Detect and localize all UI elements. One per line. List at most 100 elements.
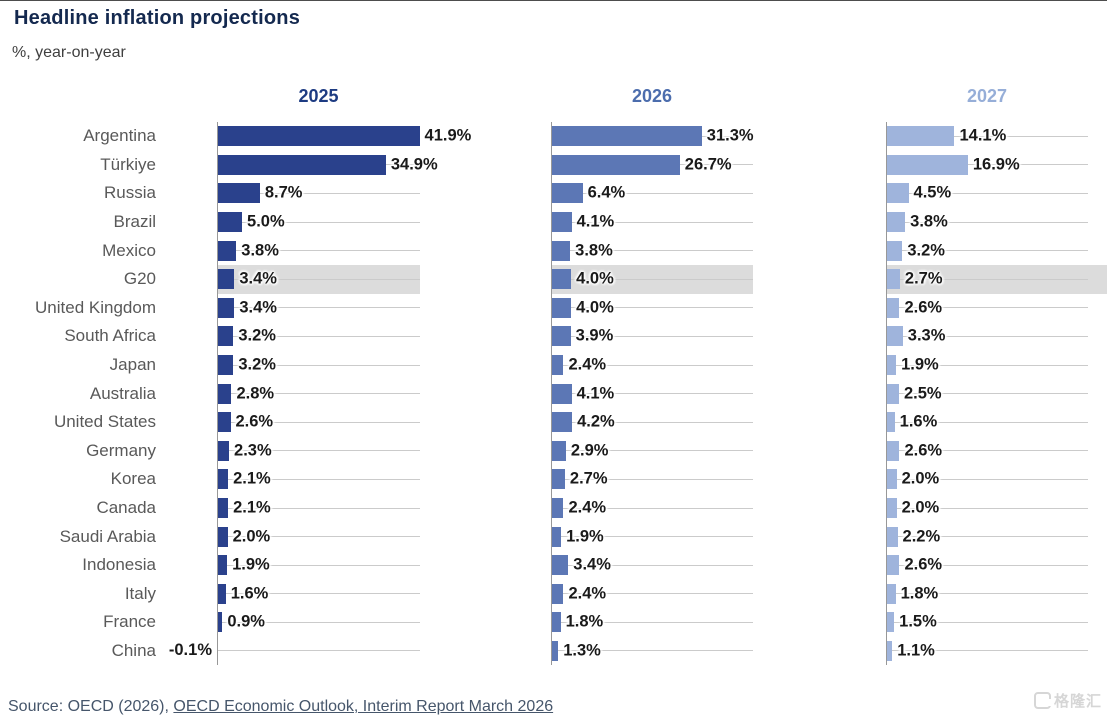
panel-2026: 1.8% bbox=[551, 608, 753, 637]
gridline bbox=[218, 593, 420, 595]
panel-2025: 3.8% bbox=[217, 236, 420, 265]
gridline bbox=[887, 421, 1088, 423]
gridline bbox=[887, 364, 1088, 366]
gridline bbox=[552, 221, 753, 223]
bar-2026 bbox=[552, 583, 564, 604]
bar-2025 bbox=[218, 383, 232, 404]
value-label: 3.8% bbox=[241, 241, 279, 260]
panel-gap bbox=[753, 351, 886, 380]
panel-gap bbox=[420, 179, 551, 208]
panel-2025: 8.7% bbox=[217, 179, 420, 208]
value-label: 2.1% bbox=[233, 498, 271, 517]
chart-row: Indonesia 1.9% 3.4% 2.6% bbox=[0, 550, 1088, 580]
source-link[interactable]: OECD Economic Outlook, Interim Report Ma… bbox=[173, 698, 554, 715]
chart-row: United States 2.6% 4.2% 1.6% bbox=[0, 407, 1088, 437]
panel-2027: 3.8% bbox=[886, 207, 1088, 237]
bar-2025 bbox=[218, 183, 260, 204]
country-label: Brazil bbox=[113, 212, 156, 232]
panel-2027: 2.0% bbox=[886, 493, 1088, 523]
column-header-2027: 2027 bbox=[966, 86, 1008, 106]
value-label: 3.2% bbox=[238, 326, 276, 345]
panel-2025: 2.1% bbox=[217, 465, 420, 494]
chart-row: Russia 8.7% 6.4% 4.5% bbox=[0, 179, 1088, 208]
country-label: South Africa bbox=[64, 326, 156, 346]
chart-row: Korea 2.1% 2.7% 2.0% bbox=[0, 465, 1088, 494]
gridline bbox=[887, 450, 1088, 452]
value-label: 2.4% bbox=[568, 498, 607, 517]
gridline bbox=[218, 450, 420, 452]
gridline bbox=[552, 478, 753, 480]
bar-2025 bbox=[218, 498, 229, 519]
country-label: Germany bbox=[86, 440, 156, 460]
negative-value-slot: -0.1% bbox=[157, 637, 217, 666]
panel-gap bbox=[420, 208, 551, 237]
chart-row: Türkiye 34.9% 26.7% 16.9% bbox=[0, 150, 1088, 180]
negative-value-slot bbox=[157, 351, 217, 380]
source-prefix: Source: OECD (2026), bbox=[8, 698, 174, 715]
bar-2027 bbox=[887, 412, 895, 433]
panel-2026: 2.4% bbox=[551, 350, 753, 380]
bar-2025 bbox=[218, 555, 228, 576]
panel-gap bbox=[420, 637, 551, 666]
negative-value-slot bbox=[157, 408, 217, 437]
gridline bbox=[218, 650, 420, 652]
value-label: 1.8% bbox=[900, 584, 939, 603]
value-label: 3.4% bbox=[573, 555, 611, 574]
chart-row: Italy 1.6% 2.4% 1.8% bbox=[0, 579, 1088, 609]
gridline bbox=[218, 621, 420, 623]
value-label: 2.6% bbox=[904, 298, 943, 317]
panel-2026: 31.3% bbox=[551, 122, 754, 151]
negative-value-slot bbox=[157, 208, 217, 237]
bar-2026 bbox=[552, 412, 573, 433]
panel-2027: 2.0% bbox=[886, 465, 1088, 494]
gridline bbox=[218, 564, 420, 566]
bar-2026 bbox=[552, 555, 569, 576]
value-label: 1.1% bbox=[897, 641, 935, 660]
value-label: 4.2% bbox=[577, 412, 615, 431]
negative-value-slot bbox=[157, 151, 217, 180]
bar-2027 bbox=[887, 126, 955, 147]
panel-gap bbox=[420, 322, 551, 351]
bar-2027 bbox=[887, 526, 898, 547]
bar-2027 bbox=[887, 469, 897, 490]
gridline bbox=[552, 593, 753, 595]
value-label: 1.5% bbox=[899, 612, 937, 631]
country-label: Korea bbox=[110, 469, 156, 489]
bar-2026 bbox=[552, 612, 561, 633]
negative-value-slot bbox=[157, 494, 217, 523]
panel-2027: 1.9% bbox=[886, 350, 1088, 380]
bar-2026 bbox=[552, 212, 572, 233]
gridline bbox=[552, 393, 753, 395]
country-label: France bbox=[103, 612, 156, 632]
country-label: Canada bbox=[96, 498, 156, 518]
value-label: 4.0% bbox=[576, 298, 614, 317]
bar-2026 bbox=[552, 326, 571, 347]
panel-gap bbox=[753, 208, 886, 237]
value-label: 2.2% bbox=[902, 527, 941, 546]
panel-2027: 2.2% bbox=[886, 522, 1088, 551]
chart-row: G20 3.4% 4.0% 2.7% bbox=[0, 264, 1107, 294]
panel-2027: 16.9% bbox=[886, 150, 1088, 180]
panel-2025: 2.3% bbox=[217, 436, 420, 466]
gridline bbox=[887, 621, 1088, 623]
bar-2027 bbox=[887, 154, 968, 175]
value-label: 2.4% bbox=[568, 355, 607, 374]
negative-value-slot bbox=[157, 122, 217, 151]
negative-value-slot bbox=[157, 465, 217, 494]
gridline bbox=[552, 650, 753, 652]
panel-gap bbox=[420, 408, 551, 437]
country-label: Japan bbox=[109, 355, 156, 375]
chart-row: South Africa 3.2% 3.9% 3.3% bbox=[0, 322, 1088, 351]
panel-gap bbox=[420, 494, 551, 523]
negative-value-slot bbox=[157, 322, 217, 351]
panel-gap bbox=[753, 265, 886, 294]
country-label: Indonesia bbox=[82, 555, 156, 575]
gridline bbox=[218, 478, 420, 480]
gridline bbox=[552, 335, 753, 337]
bar-2026 bbox=[552, 383, 572, 404]
gridline bbox=[218, 278, 420, 280]
negative-value-slot bbox=[157, 522, 217, 551]
panel-gap bbox=[753, 608, 886, 637]
gridline bbox=[887, 307, 1088, 309]
